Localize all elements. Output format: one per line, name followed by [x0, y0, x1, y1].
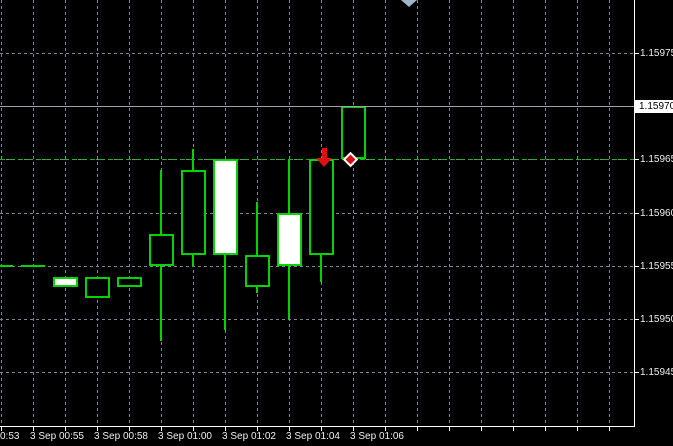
- price-tick-label: 1.15975: [640, 48, 673, 59]
- time-axis-tick: [321, 427, 322, 431]
- time-tick-label: 3 Sep 01:00: [158, 431, 212, 442]
- price-axis-tick: [635, 372, 639, 373]
- time-axis-tick: [33, 427, 34, 431]
- candle-body-bull: [85, 277, 110, 298]
- candle-wick: [256, 202, 258, 293]
- current-price-badge: 1.15970: [635, 100, 673, 113]
- price-axis-tick: [635, 106, 639, 107]
- candle-body-bull: [181, 170, 206, 255]
- time-axis-tick: [513, 427, 514, 431]
- time-axis-tick: [545, 427, 546, 431]
- time-tick-label: 3 Sep 01:02: [222, 431, 276, 442]
- price-axis-tick: [635, 266, 639, 267]
- grid-line-horizontal: [0, 319, 634, 320]
- candle-body-bull: [341, 106, 366, 159]
- time-axis-tick: [385, 427, 386, 431]
- time-axis[interactable]: 0:53 3 Sep 00:55 3 Sep 00:58 3 Sep 01:00 3 S…: [0, 427, 673, 446]
- price-tick-label: 1.15965: [640, 154, 673, 165]
- time-axis-tick: [609, 427, 610, 431]
- price-tick-label: 1.15945: [640, 367, 673, 378]
- time-axis-tick: [225, 427, 226, 431]
- grid-line-horizontal: [0, 266, 634, 267]
- time-axis-tick: [193, 427, 194, 431]
- candle-doji: [21, 265, 45, 267]
- time-axis-tick: [97, 427, 98, 431]
- time-axis-tick: [129, 427, 130, 431]
- object-anchor-triangle-icon[interactable]: [401, 0, 417, 7]
- time-tick-label: 3 Sep 00:58: [94, 431, 148, 442]
- candle-body-bull: [149, 234, 174, 266]
- time-axis-tick: [257, 427, 258, 431]
- grid-line-horizontal: [0, 372, 634, 373]
- candle-body-bull: [117, 277, 142, 287]
- time-tick-label: 3 Sep 01:06: [350, 431, 404, 442]
- price-tick-label: 1.15955: [640, 261, 673, 272]
- candle-doji: [0, 265, 13, 267]
- grid-line-horizontal: [0, 53, 634, 54]
- candle-body-bear: [53, 277, 78, 287]
- time-axis-tick: [353, 427, 354, 431]
- time-axis-tick: [417, 427, 418, 431]
- time-axis-tick: [289, 427, 290, 431]
- time-axis-tick: [577, 427, 578, 431]
- price-axis-tick: [635, 213, 639, 214]
- time-axis-tick: [65, 427, 66, 431]
- candle-body-bear: [213, 159, 238, 255]
- price-tick-label: 1.15960: [640, 208, 673, 219]
- sell-arrow-icon[interactable]: [316, 158, 332, 167]
- chart-canvas[interactable]: [0, 0, 635, 427]
- price-axis-tick: [635, 159, 639, 160]
- price-tick-label: 1.15950: [640, 314, 673, 325]
- time-axis-tick: [161, 427, 162, 431]
- time-tick-label: 0:53: [0, 431, 20, 442]
- price-axis[interactable]: 1.15970 1.15975 1.15965 1.15960 1.15955 1.15…: [635, 0, 673, 427]
- sell-arrow-icon[interactable]: [322, 148, 327, 158]
- time-axis-tick: [481, 427, 482, 431]
- time-axis-tick: [449, 427, 450, 431]
- candle-body-bull: [309, 159, 334, 255]
- price-axis-tick: [635, 319, 639, 320]
- current-price-line[interactable]: [0, 106, 634, 107]
- time-axis-tick: [1, 427, 2, 431]
- time-tick-label: 3 Sep 01:04: [286, 431, 340, 442]
- time-tick-label: 3 Sep 00:55: [30, 431, 84, 442]
- candle-body-bull: [245, 255, 270, 287]
- price-axis-tick: [635, 53, 639, 54]
- candle-body-bear: [277, 213, 302, 266]
